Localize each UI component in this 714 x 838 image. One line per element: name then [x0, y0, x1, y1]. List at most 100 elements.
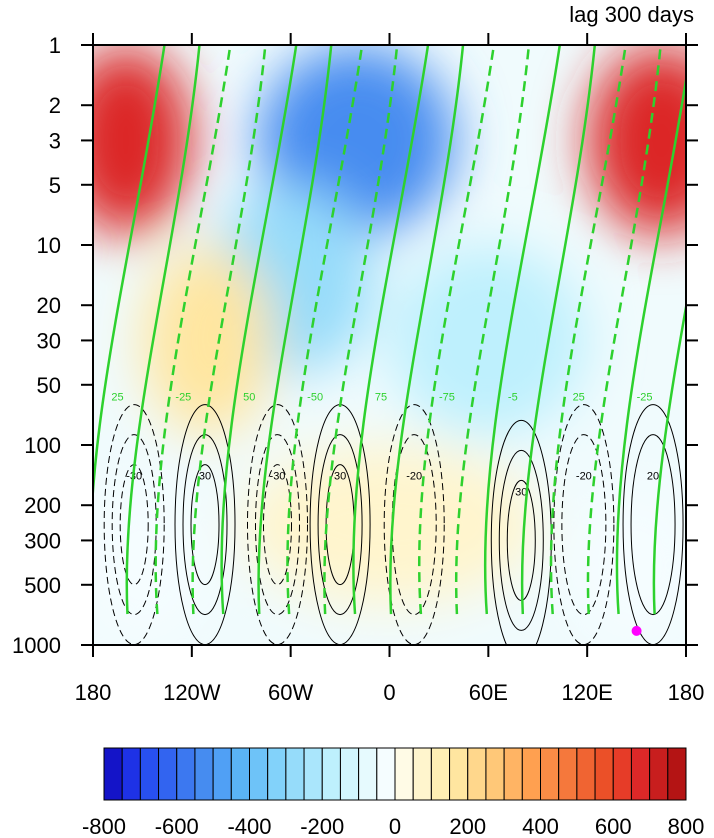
colorbar-swatch-16 [394, 747, 414, 801]
black-contour-label-4: -20 [406, 471, 422, 483]
y-tick-label-12: 1000 [12, 633, 61, 658]
green-contour-7 [549, 45, 662, 615]
black-contour-3-1 [317, 434, 363, 616]
colorbar-swatch-9 [267, 747, 287, 801]
shading-layer [93, 45, 686, 645]
shaded-region-5 [142, 245, 275, 436]
y-tick-label-0: 1 [49, 33, 61, 58]
colorbar-swatch-1 [121, 747, 141, 801]
x-tick-label-0: 180 [75, 680, 112, 705]
colorbar-label-2: -400 [227, 814, 271, 838]
colorbar-swatch-22 [503, 747, 523, 801]
x-tick-label-5: 120E [561, 680, 612, 705]
shaded-region-4 [389, 245, 588, 436]
y-tick-label-1: 2 [49, 93, 61, 118]
colorbar-swatch-20 [467, 747, 487, 801]
x-tick-label-6: 180 [668, 680, 705, 705]
colorbar-swatch-10 [285, 747, 305, 801]
black-contour-4-0 [383, 404, 445, 645]
green-contour-label-3: -50 [307, 392, 323, 404]
green-contour-3 [286, 45, 399, 615]
green-contour-label-5: -75 [439, 392, 455, 404]
y-tick-label-10: 300 [24, 528, 61, 553]
green-contour-8 [615, 72, 686, 615]
black-contour-label-5: 30 [515, 486, 527, 498]
colorbar-swatch-6 [212, 747, 232, 801]
colorbar-swatch-12 [321, 747, 341, 801]
black-contour-1-2 [190, 464, 220, 586]
black-contour-0-0 [103, 404, 165, 645]
colorbar-swatch-7 [230, 747, 250, 801]
colorbar-swatch-31 [667, 747, 687, 801]
black-contour-label-6: -20 [576, 471, 592, 483]
black-contour-7-1 [630, 434, 676, 616]
y-tick-label-6: 30 [37, 328, 61, 353]
y-tick-label-8: 100 [24, 433, 61, 458]
colorbar-swatch-0 [103, 747, 123, 801]
colorbar-swatch-17 [412, 747, 432, 801]
colorbar-label-4: 0 [389, 814, 401, 838]
colorbar-swatch-26 [576, 747, 596, 801]
shaded-region-8 [570, 485, 686, 645]
colorbar-swatch-30 [649, 747, 669, 801]
black-contour-2-2 [262, 464, 292, 586]
x-tick-label-4: 60E [469, 680, 508, 705]
colorbar-label-6: 400 [522, 814, 559, 838]
colorbar-swatch-14 [358, 747, 378, 801]
marker-layer [631, 625, 642, 636]
colorbar-swatch-4 [176, 747, 196, 801]
y-tick-label-3: 5 [49, 173, 61, 198]
black-contour-label-7: 20 [647, 471, 659, 483]
green-contour-label-7: 25 [573, 392, 585, 404]
black-contour-2-1 [254, 434, 300, 616]
colorbar-swatch-28 [612, 747, 632, 801]
colorbar-swatch-18 [430, 747, 451, 801]
y-tick-label-11: 500 [24, 573, 61, 598]
green-contour-label-8: -25 [637, 392, 653, 404]
shaded-region-1 [587, 45, 686, 236]
chart-title: lag 300 days [569, 2, 694, 27]
black-contour-label-1: 30 [199, 471, 211, 483]
green-contour-label-1: -25 [175, 392, 191, 404]
colorbar-label-8: 800 [668, 814, 705, 838]
x-tick-label-1: 120W [163, 680, 221, 705]
black-contour-2-0 [246, 404, 308, 645]
green-contour-layer: 25 -25 50 -50 75 -75 -5 25 -25 [93, 45, 686, 615]
colorbar-label-1: -600 [155, 814, 199, 838]
x-tick-label-3: 0 [383, 680, 395, 705]
colorbar-swatch-15 [376, 747, 396, 801]
marker-dot [631, 625, 642, 636]
green-contour-label-2: 50 [243, 392, 255, 404]
green-contour-4 [352, 45, 465, 615]
green-contour-label-6: -5 [508, 392, 518, 404]
colorbar-label-7: 600 [595, 814, 632, 838]
shaded-region-7 [93, 485, 209, 645]
colorbar-swatch-5 [194, 747, 214, 801]
black-contour-6-1 [561, 434, 607, 616]
colorbar-swatch-13 [339, 747, 360, 801]
y-tick-label-4: 10 [37, 233, 61, 258]
colorbar-swatch-25 [558, 747, 578, 801]
green-contour-5 [418, 45, 531, 615]
colorbar-label-5: 200 [449, 814, 486, 838]
y-axis: 1 2 3 5 10 20 30 50 100 200 300 500 1000 [12, 33, 698, 658]
black-contour-label-3: 30 [334, 471, 346, 483]
colorbar-swatch-11 [303, 747, 323, 801]
shaded-region-6 [241, 444, 538, 605]
y-tick-label-5: 20 [37, 293, 61, 318]
y-tick-label-2: 3 [49, 128, 61, 153]
green-contour-2 [220, 45, 333, 615]
colorbar-swatch-3 [158, 747, 178, 801]
green-contour-label-4: 75 [375, 392, 387, 404]
green-contour-label-0: 25 [111, 392, 123, 404]
colorbar-label-0: -800 [82, 814, 126, 838]
colorbar-swatch-24 [540, 747, 560, 801]
colorbar: -800 -600 -400 -200 0 200 400 600 800 [82, 747, 705, 838]
colorbar-label-3: -200 [300, 814, 344, 838]
colorbar-swatch-2 [139, 747, 160, 801]
green-contour-0 [93, 45, 201, 615]
shaded-region-0 [93, 45, 192, 236]
black-contour-label-2: -30 [270, 471, 286, 483]
